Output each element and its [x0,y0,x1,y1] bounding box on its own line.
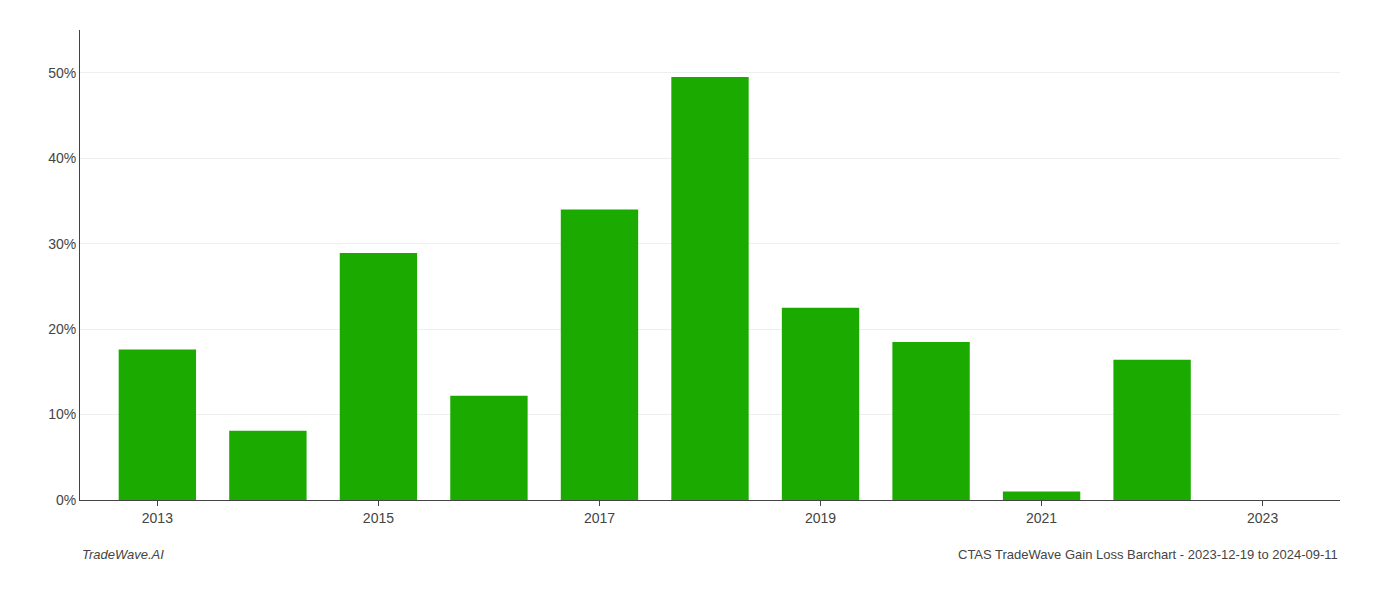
svg-text:CTAS TradeWave Gain Loss Barch: CTAS TradeWave Gain Loss Barchart - 2023… [958,547,1338,562]
svg-text:2017: 2017 [584,510,615,526]
svg-text:2013: 2013 [142,510,173,526]
svg-text:TradeWave.AI: TradeWave.AI [82,547,164,562]
svg-text:2021: 2021 [1026,510,1057,526]
svg-text:2023: 2023 [1247,510,1278,526]
svg-text:20%: 20% [48,321,76,337]
svg-text:2019: 2019 [805,510,836,526]
svg-text:50%: 50% [48,65,76,81]
svg-text:10%: 10% [48,406,76,422]
svg-text:30%: 30% [48,236,76,252]
svg-text:40%: 40% [48,150,76,166]
svg-text:2015: 2015 [363,510,394,526]
svg-text:0%: 0% [56,492,76,508]
